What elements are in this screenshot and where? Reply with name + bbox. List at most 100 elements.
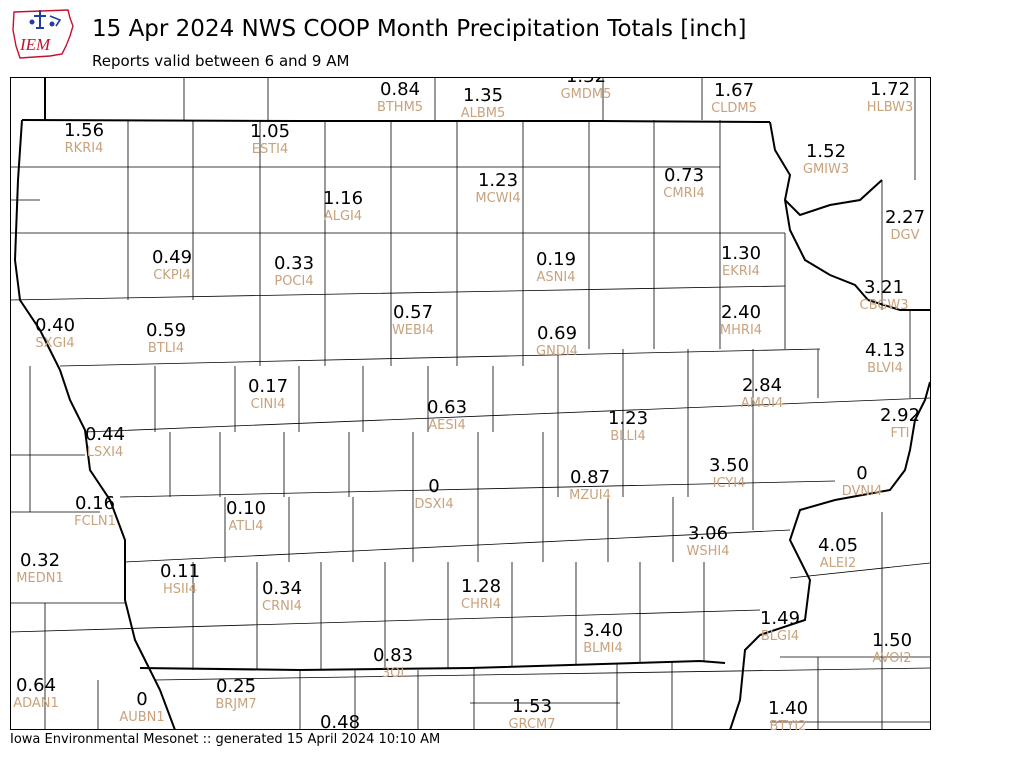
precip-value: 1.40 — [768, 698, 808, 719]
station-id: AUBN1 — [119, 710, 164, 725]
precip-value: 0.48 — [320, 712, 360, 730]
station-id: CINI4 — [251, 397, 286, 412]
precip-value: 4.05 — [818, 535, 858, 556]
precip-value: 0.34 — [262, 578, 302, 599]
state-boundaries — [13, 77, 931, 730]
station-id: SXGI4 — [35, 336, 74, 351]
station-id: CBGW3 — [860, 298, 909, 313]
precip-value: 0.44 — [85, 424, 125, 445]
precip-value: 0.10 — [226, 498, 266, 519]
station-unlabeled-48: 0.48 — [320, 712, 360, 730]
precip-value: 1.50 — [872, 630, 912, 651]
precip-value: 3.06 — [688, 523, 728, 544]
precip-value: 3.40 — [583, 620, 623, 641]
county-boundaries — [10, 77, 931, 730]
precip-value: 2.84 — [742, 375, 782, 396]
precip-value: 0.11 — [160, 561, 200, 582]
precip-value: 1.67 — [714, 80, 754, 101]
station-id: ADAN1 — [13, 696, 59, 711]
station-id: EKRI4 — [722, 264, 760, 279]
map-subtitle: Reports valid between 6 and 9 AM — [92, 52, 350, 70]
station-id: BTHM5 — [377, 100, 423, 115]
logo-wordmark: IEM — [19, 35, 51, 54]
station-id: DVNI4 — [842, 484, 883, 499]
station-id: AMOI4 — [741, 396, 783, 411]
station-id: ESTI4 — [252, 142, 289, 157]
precip-value: 1.72 — [870, 79, 910, 100]
precip-value: 0.17 — [248, 376, 288, 397]
station-id: GMIW3 — [803, 162, 849, 177]
precip-value: 1.28 — [461, 576, 501, 597]
station-id: WEBI4 — [392, 323, 434, 338]
precip-value: 1.23 — [608, 408, 648, 429]
station-id: CHRI4 — [461, 597, 501, 612]
station-id: AESI4 — [428, 418, 465, 433]
precip-value: 1.30 — [721, 243, 761, 264]
station-id: ALGI4 — [324, 209, 362, 224]
station-id: DSXI4 — [414, 497, 453, 512]
precip-value: 0.73 — [664, 165, 704, 186]
station-id: ATLI4 — [228, 519, 263, 534]
station-id: MEDN1 — [16, 571, 63, 586]
precip-value: 1.35 — [463, 85, 503, 106]
station-id: MCWI4 — [475, 191, 520, 206]
precip-value: 0.87 — [570, 467, 610, 488]
station-id: AVOI2 — [872, 651, 911, 666]
map-title: 15 Apr 2024 NWS COOP Month Precipitation… — [92, 16, 747, 42]
station-id: BLGI4 — [761, 629, 799, 644]
precip-value: 0.69 — [537, 323, 577, 344]
precip-value: 0.33 — [274, 253, 314, 274]
station-id: MHRI4 — [720, 323, 762, 338]
precip-value: 0.16 — [75, 493, 115, 514]
station-id: FTI — [890, 426, 909, 441]
station-id: BTYI2 — [770, 719, 807, 730]
precip-value: 0.19 — [536, 249, 576, 270]
precip-value: 0.25 — [216, 676, 256, 697]
precip-value: 1.52 — [806, 141, 846, 162]
station-id: HSII4 — [163, 582, 197, 597]
station-id: GMDM5 — [561, 87, 612, 102]
station-id: BRJM7 — [215, 697, 256, 712]
precip-value: 0.64 — [16, 675, 56, 696]
precip-value: 1.53 — [512, 696, 552, 717]
station-id: CLDM5 — [711, 101, 757, 116]
precip-value: 0.59 — [146, 320, 186, 341]
precip-value: 0 — [136, 689, 147, 710]
precip-value: 0.40 — [35, 315, 75, 336]
